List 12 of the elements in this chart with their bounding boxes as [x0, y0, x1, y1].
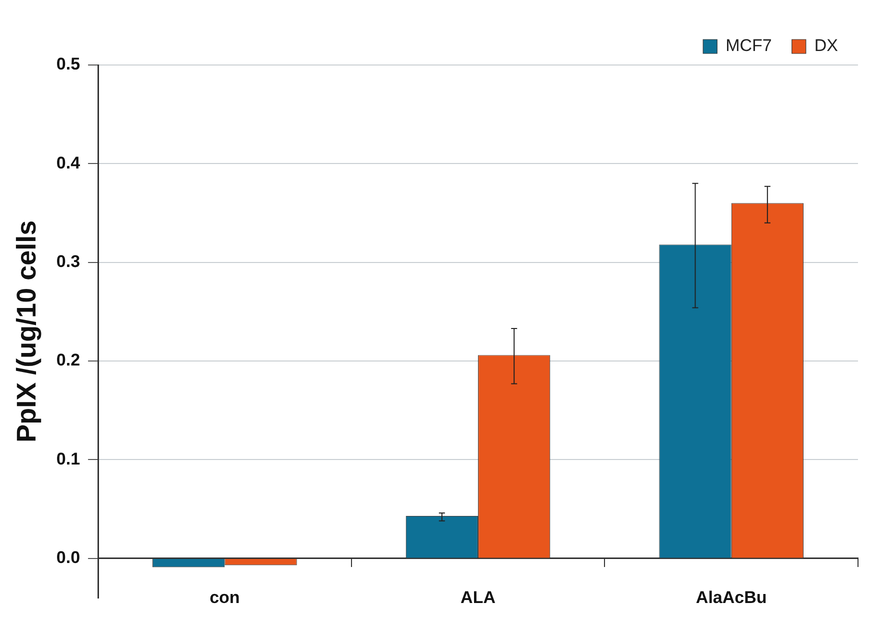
y-tick-label: 0.5: [56, 54, 80, 74]
x-tick-label: AlaAcBu: [696, 588, 767, 608]
y-tick-label: 0.3: [56, 252, 80, 272]
legend-label: DX: [814, 36, 838, 56]
x-tick-label: ALA: [460, 588, 496, 608]
y-axis-title: PpIX /(ug/10 cells: [12, 220, 42, 442]
y-tick-label: 0.1: [56, 449, 80, 468]
y-tick-label: 0.0: [56, 548, 80, 568]
x-tick-label: con: [210, 588, 240, 608]
y-tick-label: 0.2: [56, 350, 80, 370]
y-tick-label: 0.4: [56, 153, 81, 172]
legend-label: MCF7: [726, 36, 772, 56]
